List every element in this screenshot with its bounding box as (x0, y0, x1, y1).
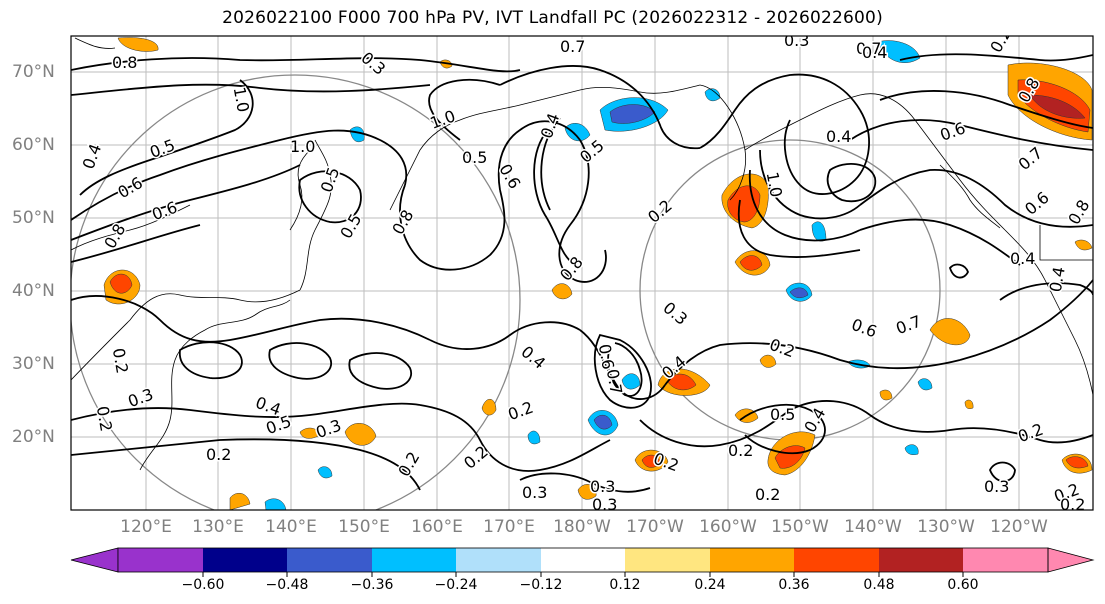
colorbar-bin (625, 548, 710, 572)
positive-anomalies (103, 37, 1093, 510)
colorbar-bin (203, 548, 287, 572)
lat-label: 20°N (12, 427, 55, 447)
lon-label: 160°W (699, 517, 757, 537)
colorbar-bin (794, 548, 879, 572)
contour-label: 0.4 (826, 127, 851, 146)
contour-label: 0.5 (770, 405, 795, 424)
contour-label: 0.2 (1060, 495, 1085, 514)
contour-label: 0.2 (206, 445, 231, 464)
lat-label: 60°N (12, 135, 55, 155)
contour-label: 0.6 (595, 343, 618, 371)
colorbar-bin (879, 548, 963, 572)
contour-label: 1.0 (763, 170, 786, 198)
colorbar-tick-label: 0.60 (947, 577, 979, 593)
colorbar-tick-label: 0.36 (778, 577, 810, 593)
colorbar-bin (372, 548, 456, 572)
lon-label: 160°E (411, 517, 463, 537)
lon-label: 140°E (265, 517, 317, 537)
negative-anomalies (264, 40, 933, 510)
contour-label: 0.2 (755, 485, 780, 504)
contour-label: 0.7 (856, 39, 881, 58)
contour-label: 0.3 (522, 483, 547, 502)
gridlines (71, 36, 1093, 510)
contour-label: 0.2 (728, 441, 753, 460)
colorbar-tick-label: −0.36 (350, 577, 394, 593)
colorbar-tick-label: −0.12 (519, 577, 563, 593)
lon-label: 180°W (553, 517, 611, 537)
lon-label: 150°E (338, 517, 390, 537)
colorbar-extend-left (70, 547, 119, 573)
colorbar-frame (117, 547, 1049, 573)
lon-label: 170°E (483, 517, 535, 537)
contour-label: 0.4 (1010, 249, 1035, 268)
colorbar-bin (963, 548, 1048, 572)
lon-label: 120°W (990, 517, 1048, 537)
colorbar (70, 547, 1095, 577)
lat-label: 30°N (12, 354, 55, 374)
coastlines (71, 37, 1093, 471)
map-frame (70, 35, 1094, 511)
contour-label: 0.3 (590, 477, 615, 496)
lon-label: 170°W (626, 517, 684, 537)
lon-label: 150°W (771, 517, 829, 537)
colorbar-bin (710, 548, 794, 572)
lat-label: 50°N (12, 208, 55, 228)
colorbar-tick-label: 0.24 (694, 577, 726, 593)
contour-label: 0.2 (109, 347, 132, 375)
colorbar-bin (118, 548, 203, 572)
colorbar-tick-label: −0.24 (434, 577, 478, 593)
lat-label: 70°N (12, 62, 55, 82)
colorbar-bin (287, 548, 372, 572)
colorbar-bin (456, 548, 541, 572)
lon-label: 130°E (192, 517, 244, 537)
contour-label: 0.4 (862, 43, 887, 62)
contour-label: 0.3 (592, 495, 617, 514)
contour-label: 0.7 (603, 368, 626, 396)
lon-label: 140°W (844, 517, 902, 537)
contour-label: 0.2 (93, 405, 116, 433)
lon-label: 120°E (120, 517, 172, 537)
contour-label: 0.5 (462, 148, 487, 167)
colorbar-extend-right (1047, 547, 1095, 573)
lat-label: 40°N (12, 281, 55, 301)
lon-label: 130°W (917, 517, 975, 537)
contour-label: 0.7 (560, 37, 585, 56)
pv-contours (71, 53, 1093, 493)
map-title: 2026022100 F000 700 hPa PV, IVT Landfall… (222, 8, 883, 28)
contour-label: 1.0 (290, 137, 315, 156)
colorbar-tick-label: 0.48 (863, 577, 895, 593)
contour-label: 0.3 (984, 477, 1009, 496)
colorbar-tick-label: −0.48 (265, 577, 309, 593)
contour-label: 0.8 (112, 53, 137, 72)
colorbar-tick-label: −0.60 (181, 577, 225, 593)
colorbar-tick-label: 0.12 (609, 577, 641, 593)
colorbar-bin (541, 548, 625, 572)
contour-label: 0.3 (784, 31, 809, 50)
